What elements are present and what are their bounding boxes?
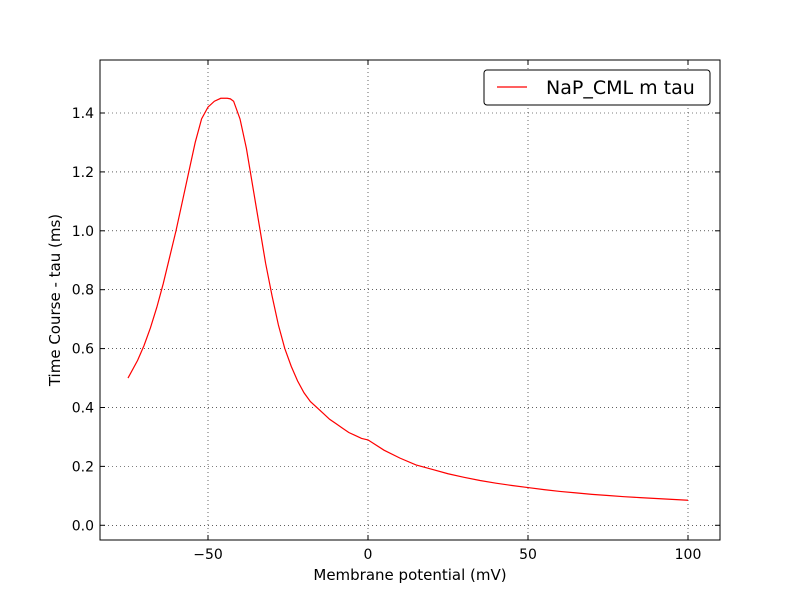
y-tick-label: 1.0 [72,224,94,240]
axis-ticks [100,60,720,540]
legend-box [483,69,711,106]
grid-lines [100,60,720,540]
tick-labels: −50 0 50 100 0.0 0.2 0.4 0.6 0.8 1.0 1.2 1.4 [72,106,702,563]
x-tick-label: 100 [675,547,702,563]
plot-frame [99,59,721,541]
y-tick-label: 0.4 [72,400,94,416]
y-tick-label: 1.4 [72,106,94,122]
y-tick-label: 0.2 [72,459,94,475]
y-tick-label: 0.6 [72,342,94,358]
x-tick-label: 50 [519,547,537,563]
legend: NaP_CML m tau [483,69,711,106]
y-axis-label: Time Course - tau (ms) [46,214,64,387]
y-tick-label: 1.2 [72,165,94,181]
series-line-nap-cml-m-tau [127,97,689,501]
x-tick-label: −50 [193,547,223,563]
x-tick-label: 0 [364,547,373,563]
y-tick-label: 0.8 [72,283,94,299]
x-axis-label: Membrane potential (mV) [313,566,506,584]
y-tick-label: 0.0 [72,518,94,534]
legend-label: NaP_CML m tau [546,77,695,99]
